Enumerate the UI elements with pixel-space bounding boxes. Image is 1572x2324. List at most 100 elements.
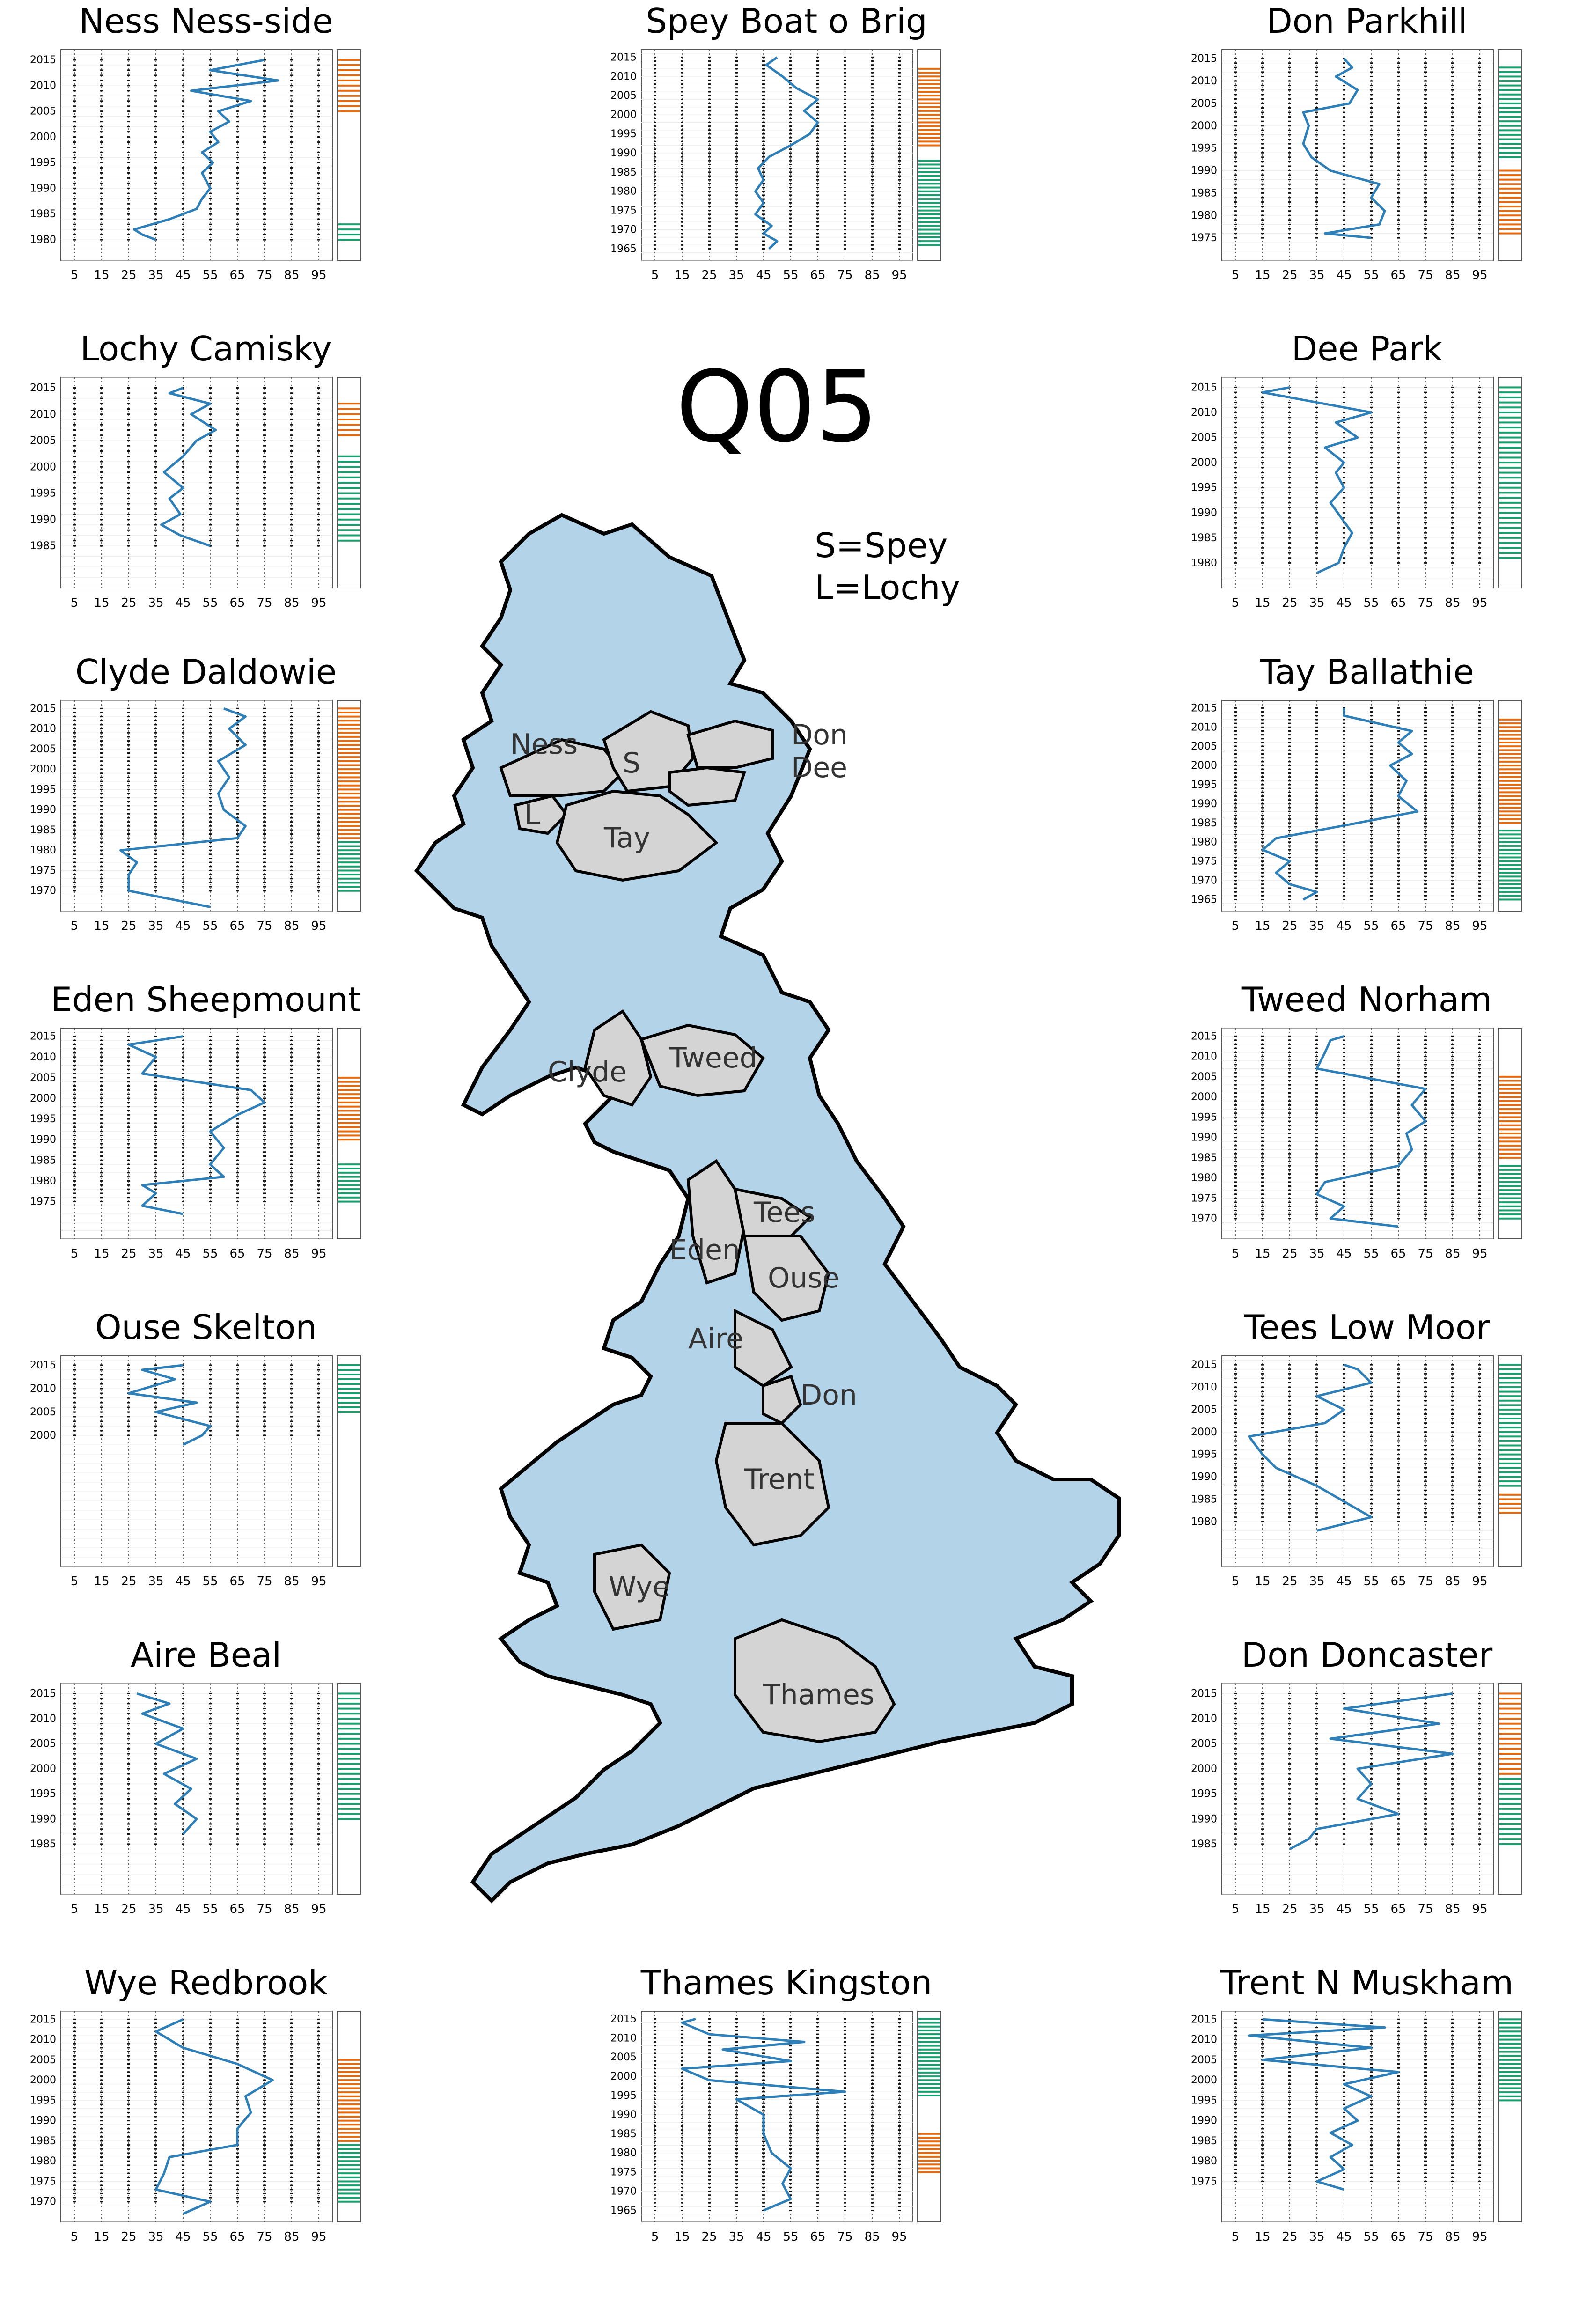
- rug-dash-clyde: [100, 817, 103, 818]
- rug-dash-tay: [1343, 811, 1345, 812]
- rug-dash-spey: [735, 137, 738, 139]
- x-tick-clyde: 55: [202, 919, 218, 933]
- rug-dash-clyde: [127, 736, 130, 737]
- rug-dash-tees: [1261, 1503, 1264, 1504]
- rug-dash-eden: [100, 1077, 103, 1078]
- rug-dash-ouse: [317, 1402, 320, 1404]
- y-tick-don_parkhill: 2010: [1191, 75, 1217, 87]
- rug-dash-tweed: [1343, 1080, 1345, 1081]
- band-mark-eden: [338, 1089, 360, 1091]
- rug-dash-eden: [73, 1073, 76, 1074]
- rug-dash-lochy: [209, 461, 212, 463]
- rug-dash-don_parkhill: [1315, 67, 1318, 68]
- rug-dash-tweed: [1234, 1202, 1237, 1203]
- rug-dash-ness: [263, 188, 266, 189]
- rug-dash-tees: [1234, 1458, 1237, 1460]
- rug-dash-eden: [263, 1164, 266, 1165]
- rug-dash-ouse: [73, 1402, 76, 1404]
- rug-dash-don_parkhill: [1261, 197, 1264, 198]
- rug-dash-clyde: [182, 716, 184, 717]
- band-mark-don_parkhill: [1499, 111, 1521, 113]
- band-mark-dee: [1499, 522, 1521, 524]
- rug-dash-spey: [844, 99, 846, 100]
- band-mark-spey: [918, 83, 940, 85]
- rug-dash-tay: [1261, 780, 1264, 781]
- rug-dash-lochy: [73, 503, 76, 505]
- y-tick-tees: 1995: [1191, 1449, 1217, 1461]
- band-mark-eden: [338, 1118, 360, 1120]
- rug-dash-lochy: [73, 445, 76, 447]
- rug-dash-clyde: [100, 886, 103, 888]
- rug-dash-tweed: [1315, 1141, 1318, 1142]
- x-tick-dee: 65: [1390, 596, 1406, 610]
- rug-dash-dee: [1478, 502, 1481, 503]
- rug-dash-tweed: [1315, 1088, 1318, 1089]
- x-tick-ness: 45: [175, 268, 191, 282]
- rug-dash-eden: [73, 1189, 76, 1190]
- rug-dash-clyde: [182, 785, 184, 786]
- rug-dash-spey: [654, 137, 656, 139]
- map-label-don_n: Don: [791, 719, 848, 751]
- rug-dash-dee: [1478, 492, 1481, 493]
- rug-dash-clyde: [263, 720, 266, 721]
- rug-dash-clyde: [100, 765, 103, 766]
- rug-dash-spey: [898, 114, 901, 116]
- rug-dash-tweed: [1424, 1084, 1427, 1086]
- rug-dash-spey: [789, 106, 792, 108]
- rug-dash-eden: [263, 1110, 266, 1111]
- rug-dash-spey: [844, 179, 846, 181]
- rug-dash-clyde: [182, 821, 184, 823]
- rug-dash-eden: [317, 1126, 320, 1128]
- rug-dash-eden: [290, 1048, 293, 1050]
- rug-dash-eden: [182, 1197, 184, 1198]
- rug-dash-spey: [816, 118, 819, 119]
- rug-dash-tweed: [1451, 1080, 1454, 1081]
- rug-dash-don_parkhill: [1343, 161, 1345, 162]
- rug-dash-don_parkhill: [1234, 219, 1237, 221]
- rug-dash-spey: [789, 179, 792, 181]
- rug-dash-spey: [735, 64, 738, 66]
- rug-dash-spey: [898, 145, 901, 146]
- rug-dash-tweed: [1478, 1133, 1481, 1134]
- band-mark-don_parkhill: [1499, 80, 1521, 82]
- rug-dash-ness: [290, 110, 293, 112]
- band-mark-spey: [918, 125, 940, 127]
- rug-dash-ness: [263, 126, 266, 127]
- rug-dash-don_parkhill: [1397, 219, 1400, 221]
- rug-dash-don_parkhill: [1261, 98, 1264, 100]
- x-tick-tees: 25: [1282, 1574, 1297, 1589]
- y-tick-tees: 1985: [1191, 1493, 1217, 1505]
- band-mark-spey: [918, 163, 940, 165]
- rug-dash-lochy: [100, 535, 103, 536]
- rug-dash-lochy: [127, 530, 130, 531]
- rug-dash-don_parkhill: [1288, 184, 1291, 185]
- rug-dash-tweed: [1288, 1096, 1291, 1098]
- rug-dash-don_parkhill: [1370, 121, 1373, 122]
- rug-dash-clyde: [182, 853, 184, 855]
- rug-dash-tweed: [1478, 1117, 1481, 1118]
- band-mark-don_parkhill: [1499, 125, 1521, 127]
- rug-dash-don_parkhill: [1234, 98, 1237, 100]
- rug-dash-lochy: [317, 471, 320, 473]
- rug-dash-ness: [100, 208, 103, 210]
- rug-dash-clyde: [154, 708, 157, 709]
- rug-dash-eden: [290, 1143, 293, 1145]
- y-tick-eden: 1980: [30, 1175, 56, 1187]
- rug-dash-tweed: [1261, 1104, 1264, 1106]
- rug-dash-clyde: [209, 740, 212, 742]
- rug-dash-don_parkhill: [1424, 228, 1427, 229]
- rug-dash-eden: [127, 1155, 130, 1157]
- rug-dash-ness: [100, 147, 103, 148]
- rug-dash-ness: [290, 208, 293, 210]
- rug-dash-spey: [871, 114, 874, 116]
- rug-dash-clyde: [263, 858, 266, 859]
- rug-dash-tay: [1424, 765, 1427, 766]
- rug-dash-tweed: [1478, 1068, 1481, 1069]
- band-mark-tweed: [1499, 1177, 1521, 1179]
- rug-dash-ness: [317, 95, 320, 96]
- rug-dash-tweed: [1370, 1048, 1373, 1049]
- rug-dash-tay: [1424, 845, 1427, 846]
- rug-dash-spey: [816, 95, 819, 96]
- rug-dash-eden: [236, 1044, 239, 1045]
